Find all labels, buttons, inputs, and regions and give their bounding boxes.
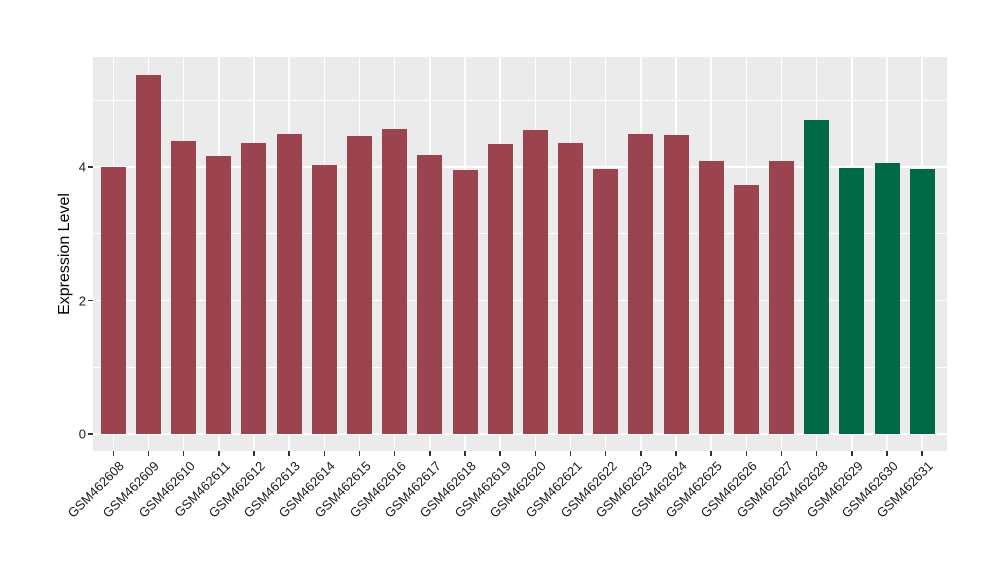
bar <box>769 160 795 434</box>
y-tick-mark <box>88 433 93 435</box>
x-tick-mark <box>464 451 466 456</box>
major-gridline <box>93 433 947 435</box>
y-tick-label: 2 <box>78 293 86 308</box>
y-tick-label: 4 <box>78 159 86 175</box>
x-tick-mark <box>499 451 501 456</box>
bar <box>839 168 865 434</box>
bar <box>417 154 443 434</box>
bar <box>382 128 408 434</box>
x-tick-mark <box>393 451 396 456</box>
bar <box>628 134 654 434</box>
y-tick-mark <box>88 299 93 302</box>
bar <box>909 169 935 434</box>
bar <box>241 142 267 434</box>
x-tick-mark <box>640 451 642 456</box>
x-tick-mark <box>218 451 220 456</box>
x-tick-mark <box>253 451 255 456</box>
bar <box>135 74 161 434</box>
x-tick-mark <box>358 451 361 456</box>
x-tick-mark <box>815 451 818 456</box>
plot-panel <box>93 57 947 451</box>
bar <box>698 160 724 434</box>
minor-gridline <box>93 233 947 235</box>
major-gridline <box>93 166 947 168</box>
x-tick-mark <box>675 451 677 456</box>
x-tick-mark <box>604 451 607 456</box>
x-tick-mark <box>534 451 537 456</box>
bar <box>452 169 478 434</box>
bar <box>346 136 372 434</box>
x-tick-mark <box>921 451 923 456</box>
bar <box>874 162 900 434</box>
x-tick-mark <box>851 451 853 456</box>
y-tick-label: 0 <box>78 426 86 442</box>
y-tick-mark <box>88 166 93 168</box>
bar <box>487 144 513 434</box>
x-tick-mark <box>112 451 115 456</box>
x-tick-mark <box>323 451 326 456</box>
x-tick-mark <box>710 451 712 456</box>
bar <box>100 167 126 434</box>
x-tick-mark <box>429 451 431 456</box>
bar <box>206 155 232 434</box>
bar <box>276 134 302 434</box>
minor-gridline <box>93 99 947 101</box>
x-tick-mark <box>182 451 185 456</box>
bar <box>663 134 689 434</box>
bar <box>804 120 830 434</box>
x-tick-mark <box>147 451 150 456</box>
bar <box>171 140 197 434</box>
x-tick-mark <box>745 451 748 456</box>
minor-gridline <box>93 366 947 368</box>
x-tick-mark <box>569 451 572 456</box>
bar <box>593 169 619 434</box>
bar <box>311 164 337 434</box>
x-tick-mark <box>288 451 290 456</box>
major-gridline <box>93 299 947 302</box>
bar <box>558 142 583 434</box>
x-tick-mark <box>886 451 888 456</box>
bar <box>733 185 759 434</box>
bar <box>522 129 548 434</box>
x-tick-mark <box>780 451 783 456</box>
